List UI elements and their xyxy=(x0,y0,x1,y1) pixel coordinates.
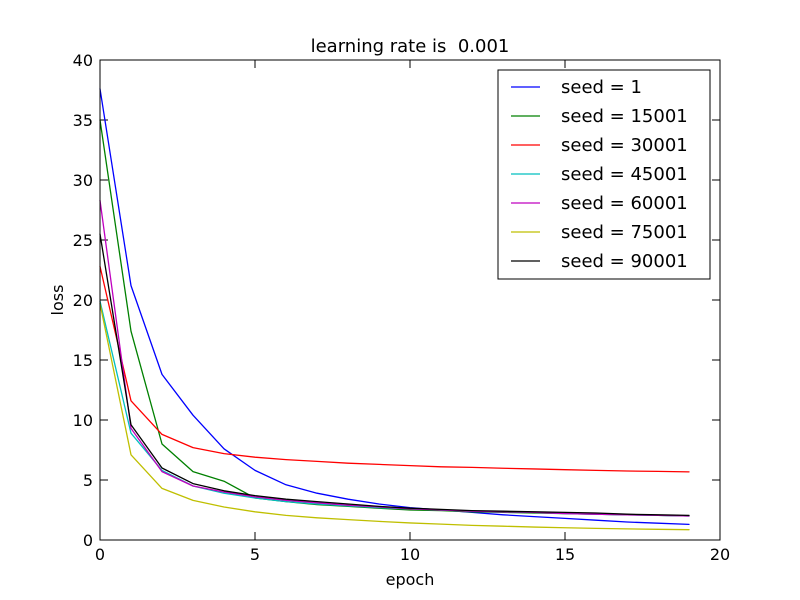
x-tick-label: 20 xyxy=(710,545,730,564)
series-line-0 xyxy=(99,88,690,526)
legend-label: seed = 1 xyxy=(561,77,642,98)
x-tick-label: 10 xyxy=(400,545,420,564)
legend-label: seed = 60001 xyxy=(561,193,688,214)
plot-frame xyxy=(99,59,721,541)
y-tick-label: 0 xyxy=(83,531,93,550)
y-tick-label: 40 xyxy=(73,51,93,70)
y-tick-label: 20 xyxy=(73,291,93,310)
legend-label: seed = 45001 xyxy=(561,164,688,185)
legend-label: seed = 75001 xyxy=(561,222,688,243)
series-line-6 xyxy=(99,233,690,517)
series-line-2 xyxy=(99,265,690,473)
x-tick-label: 0 xyxy=(95,545,105,564)
y-tick-label: 35 xyxy=(73,111,93,130)
y-tick-label: 30 xyxy=(73,171,93,190)
y-tick-label: 10 xyxy=(73,411,93,430)
legend-label: seed = 90001 xyxy=(561,251,688,272)
y-axis-label: loss xyxy=(48,285,67,316)
x-tick-label: 15 xyxy=(555,545,575,564)
y-tick-label: 25 xyxy=(73,231,93,250)
x-axis-label: epoch xyxy=(386,570,435,589)
legend-label: seed = 15001 xyxy=(561,106,688,127)
x-tick-label: 5 xyxy=(250,545,260,564)
chart-title: learning rate is 0.001 xyxy=(311,36,510,57)
axis-tick-labels: 0 5 10 15 20 0 5 10 15 20 25 30 35 40 xyxy=(73,51,731,564)
series-line-5 xyxy=(99,302,690,531)
series-lines xyxy=(99,88,690,531)
y-tick-label: 15 xyxy=(73,351,93,370)
y-tick-label: 5 xyxy=(83,471,93,490)
legend: seed = 1 seed = 15001 seed = 30001 seed = 4… xyxy=(497,69,711,280)
legend-label: seed = 30001 xyxy=(561,135,688,156)
